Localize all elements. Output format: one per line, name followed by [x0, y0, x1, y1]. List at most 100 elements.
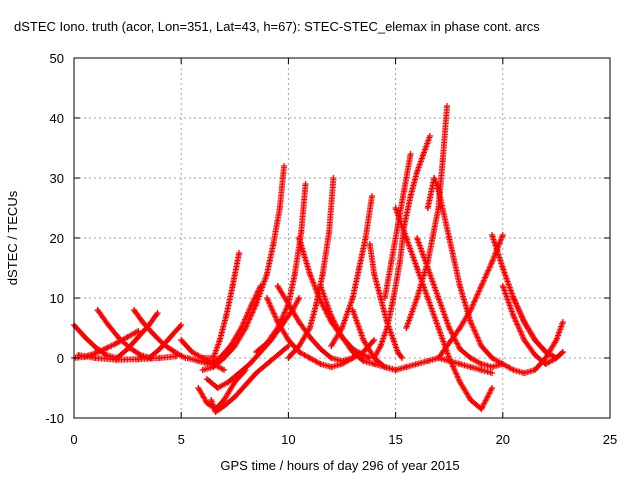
- data-point: [156, 346, 163, 352]
- data-point: [92, 344, 99, 351]
- data-point: [236, 370, 243, 376]
- data-point: [285, 337, 292, 343]
- data-point: [489, 232, 496, 238]
- data-point: [467, 319, 474, 325]
- data-point: [131, 307, 138, 313]
- y-tick-label: 20: [50, 231, 64, 246]
- data-point: [403, 235, 410, 241]
- data-point: [446, 235, 453, 241]
- data-point: [499, 283, 506, 289]
- data-point: [366, 241, 373, 247]
- data-point: [253, 301, 260, 307]
- x-axis-label: GPS time / hours of day 296 of year 2015: [220, 458, 459, 473]
- data-point: [553, 355, 560, 361]
- data-point: [203, 376, 210, 382]
- data-point: [360, 352, 367, 358]
- data-point: [319, 271, 326, 277]
- data-point: [330, 175, 337, 181]
- data-point: [521, 370, 528, 376]
- data-point: [221, 355, 228, 361]
- data-point: [446, 340, 453, 346]
- data-point: [371, 361, 378, 367]
- data-point: [281, 163, 288, 169]
- series-12: [208, 343, 292, 415]
- data-point: [559, 319, 566, 325]
- series-13: [199, 163, 288, 373]
- data-point: [306, 271, 313, 277]
- data-point: [195, 358, 202, 364]
- data-point: [390, 295, 397, 301]
- x-tick-label: 15: [388, 432, 402, 447]
- data-point: [328, 355, 335, 361]
- data-point: [306, 325, 313, 331]
- data-point: [369, 193, 376, 199]
- data-point: [223, 313, 230, 319]
- data-point: [424, 358, 431, 364]
- data-point: [414, 169, 421, 175]
- data-point: [371, 337, 378, 343]
- data-point: [103, 345, 110, 352]
- data-point: [263, 295, 270, 301]
- data-point: [444, 103, 451, 109]
- data-point: [137, 352, 144, 358]
- data-point: [403, 325, 410, 331]
- data-point: [124, 334, 131, 340]
- data-point: [456, 325, 463, 331]
- data-point: [467, 397, 474, 403]
- data-point: [435, 205, 442, 211]
- data-point: [510, 295, 517, 301]
- data-point: [124, 346, 131, 352]
- data-point: [467, 364, 474, 370]
- data-point: [317, 346, 324, 352]
- x-tick-label: 25: [603, 432, 617, 447]
- data-point: [285, 301, 292, 307]
- data-point: [178, 337, 185, 343]
- data-point: [214, 385, 221, 391]
- data-point: [384, 325, 391, 331]
- data-point: [392, 205, 399, 211]
- data-point: [396, 259, 403, 265]
- data-point: [263, 361, 270, 367]
- data-point: [414, 265, 421, 271]
- data-point: [339, 334, 345, 340]
- data-point: [296, 295, 303, 301]
- data-point: [285, 355, 292, 361]
- data-point: [478, 406, 485, 412]
- data-point: [394, 349, 401, 355]
- data-point: [274, 319, 281, 325]
- data-point: [467, 307, 474, 313]
- data-point: [439, 157, 446, 163]
- data-point: [531, 367, 538, 373]
- data-point: [195, 385, 202, 391]
- data-point: [478, 361, 485, 367]
- data-point: [302, 181, 309, 187]
- data-point: [371, 271, 378, 277]
- data-point: [435, 295, 442, 301]
- data-point: [446, 325, 453, 331]
- data-point: [81, 334, 88, 340]
- series-32: [499, 283, 566, 367]
- y-axis-label: dSTEC / TECUs: [5, 190, 20, 285]
- data-point: [356, 265, 363, 271]
- x-tick-label: 0: [70, 432, 77, 447]
- data-point: [296, 235, 303, 241]
- data-point: [167, 334, 174, 340]
- data-point: [371, 355, 378, 361]
- y-tick-label: 50: [50, 51, 64, 66]
- data-point: [253, 349, 260, 355]
- data-point: [328, 313, 335, 319]
- data-point: [399, 355, 406, 361]
- data-point: [317, 361, 324, 367]
- data-point: [360, 337, 367, 343]
- data-point: [377, 343, 384, 349]
- data-point: [390, 337, 397, 343]
- data-point: [339, 325, 345, 331]
- data-point: [229, 283, 236, 289]
- data-point: [424, 295, 431, 301]
- data-point: [349, 349, 356, 355]
- data-point: [171, 349, 178, 355]
- data-point: [420, 151, 427, 157]
- data-point: [94, 307, 101, 313]
- series-34: [489, 319, 566, 376]
